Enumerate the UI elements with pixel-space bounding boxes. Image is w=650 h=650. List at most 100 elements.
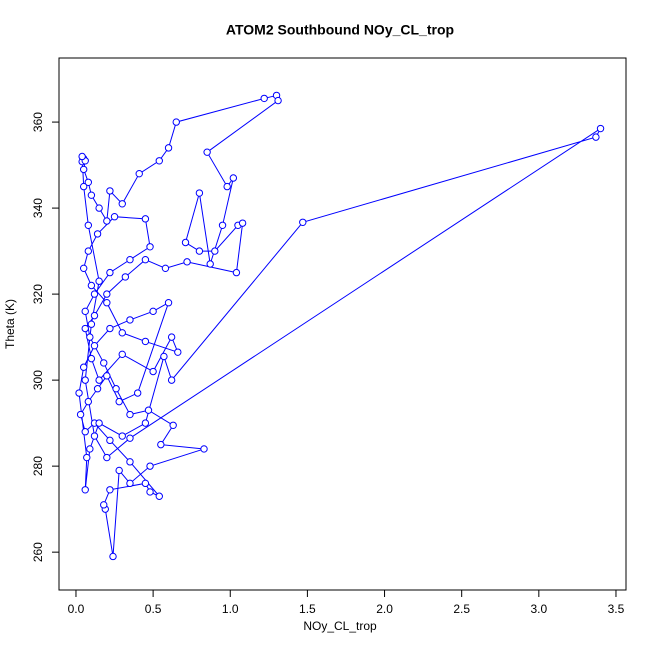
data-point [84,397,93,406]
y-tick-label: 340 [31,198,45,218]
data-point [146,488,154,496]
data-point [106,268,114,277]
data-point [592,133,600,141]
data-point [133,389,142,397]
plot-frame [58,57,627,591]
data-point [161,264,170,273]
data-point [90,290,99,298]
data-point [109,552,117,561]
data-point [174,348,182,356]
data-point [211,247,219,255]
data-point [79,363,88,371]
data-point [78,152,86,161]
data-point [164,299,173,307]
data-point [95,376,103,384]
data-point [118,200,126,208]
data-point [81,376,89,384]
data-point [83,453,91,462]
data-point [90,311,99,320]
data-point [81,324,89,333]
data-point [100,501,108,509]
data-point [144,406,153,414]
data-point [103,299,111,307]
data-point [90,432,99,440]
data-point [126,479,134,488]
data-point [87,354,96,363]
data-point [106,436,114,445]
y-axis-label: Theta (K) [3,299,17,349]
data-point [84,247,93,255]
data-point [103,453,111,462]
data-point [141,256,150,264]
y-tick-label: 320 [31,284,45,304]
y-tick-label: 260 [31,542,45,562]
data-point [206,260,214,268]
data-point [115,397,123,406]
data-point [167,376,176,384]
data-point [169,421,177,429]
data-point [121,273,130,281]
data-point [103,372,111,380]
data-point [87,320,96,328]
data-point [79,165,88,174]
data-point [106,324,114,333]
data-point [112,385,120,393]
data-point [79,264,88,273]
data-point [260,94,268,103]
data-point [164,144,173,152]
data-point [118,432,126,440]
x-tick-label: 0.5 [145,602,162,616]
data-point [106,187,114,195]
data-point [126,434,134,442]
data-point [141,215,150,223]
data-point [299,218,307,226]
data-point [93,385,102,393]
x-tick-label: 1.5 [299,602,316,616]
data-point [238,219,247,227]
data-point [118,350,126,359]
data-point [232,268,241,277]
data-point [172,118,180,126]
data-point [84,221,93,229]
x-tick-label: 1.0 [222,602,239,616]
data-point [135,169,143,178]
data-point [218,221,227,229]
data-point [95,277,103,285]
data-point [223,182,231,191]
data-point [76,410,85,419]
data-point [118,329,126,337]
data-point [203,148,211,156]
data-point [126,458,134,466]
data-point [87,281,96,290]
data-point [195,247,204,255]
data-point [195,189,204,197]
data-point [115,466,123,475]
x-tick-label: 0.0 [68,602,85,616]
data-point [103,290,111,298]
data-point [81,486,89,494]
data-point [126,316,134,324]
data-point [81,428,89,436]
data-point [229,174,238,182]
data-point [84,178,93,186]
data-point [146,462,154,470]
data-point [181,238,190,247]
data-point [149,367,157,376]
x-tick-label: 2.0 [376,602,393,616]
data-line [78,94,601,557]
data-point [95,204,103,212]
y-tick-label: 360 [31,112,45,132]
data-point [157,440,165,449]
data-point [75,389,83,397]
data-point [87,191,96,199]
data-point [103,217,111,225]
data-point [155,157,163,165]
chart-title: ATOM2 Southbound NOy_CL_trop [226,22,454,38]
data-point [274,96,282,105]
data-point [200,445,208,453]
data-point [141,419,150,427]
data-point [155,492,163,500]
data-point [183,258,191,266]
